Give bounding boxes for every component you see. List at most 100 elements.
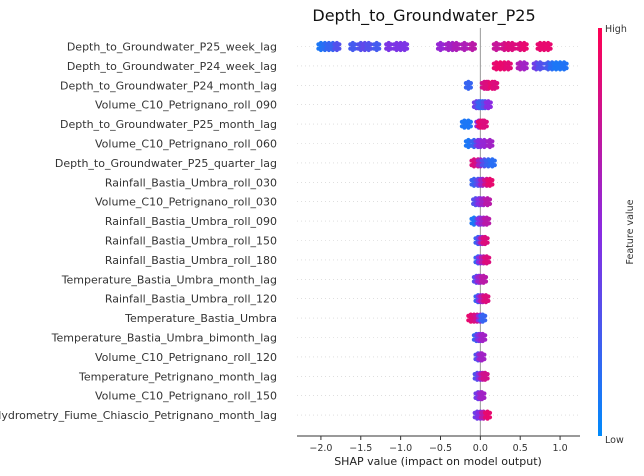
feature-label: Volume_C10_Petrignano_roll_120 — [95, 351, 277, 364]
shap-point — [546, 47, 551, 53]
shap-point — [402, 47, 407, 53]
shap-point — [485, 409, 490, 414]
shap-point — [454, 47, 459, 53]
shap-point — [484, 215, 489, 220]
feature-label: Rainfall_Bastia_Umbra_roll_090 — [105, 215, 277, 228]
shap-point — [484, 261, 489, 266]
shap-point — [485, 196, 490, 201]
feature-label: Temperature_Bastia_Umbra — [124, 312, 277, 325]
shap-point — [484, 254, 489, 259]
shap-point — [470, 47, 475, 53]
shap-point — [484, 222, 489, 227]
feature-label: Volume_C10_Petrignano_roll_150 — [95, 390, 277, 403]
shap-point — [510, 40, 515, 46]
shap-point — [538, 67, 543, 72]
feature-label: Rainfall_Bastia_Umbra_roll_030 — [105, 176, 277, 189]
shap-point — [386, 40, 391, 46]
shap-point — [486, 106, 491, 111]
feature-rows — [297, 46, 580, 416]
feature-label: Volume_C10_Petrignano_roll_060 — [95, 138, 277, 151]
shap-point — [334, 40, 339, 46]
shap-point — [483, 293, 488, 298]
shap-point — [374, 47, 379, 53]
feature-label: Depth_to_Groundwater_P25_quarter_lag — [55, 157, 277, 170]
shap-point — [494, 47, 499, 53]
shap-point — [522, 47, 527, 53]
feature-label: Depth_to_Groundwater_P24_month_lag — [60, 79, 277, 92]
shap-point — [366, 40, 371, 46]
shap-point — [480, 331, 485, 337]
shap-point — [492, 79, 497, 84]
x-tick-label: 0.5 — [513, 443, 528, 454]
chart-title: Depth_to_Groundwater_P25 — [312, 6, 535, 26]
shap-point — [510, 47, 515, 53]
shap-point — [487, 176, 492, 181]
shap-point — [485, 203, 490, 208]
x-tick-label: 0.0 — [473, 443, 488, 454]
shap-point — [480, 312, 485, 317]
feature-label: Hydrometry_Fiume_Chiascio_Petrignano_mon… — [0, 409, 277, 422]
shap-point — [386, 47, 391, 53]
shap-point — [462, 47, 467, 53]
shap-point — [546, 40, 551, 46]
shap-point — [522, 40, 527, 46]
shap-points — [316, 40, 569, 421]
shap-point — [492, 86, 497, 91]
feature-label: Depth_to_Groundwater_P25_week_lag — [67, 41, 277, 54]
shap-point — [374, 40, 379, 46]
shap-point — [483, 234, 488, 240]
feature-label: Rainfall_Bastia_Umbra_roll_120 — [105, 293, 277, 306]
shap-point — [480, 319, 485, 324]
shap-point — [486, 99, 491, 104]
shap-point — [506, 60, 511, 65]
feature-label: Volume_C10_Petrignano_roll_030 — [95, 196, 277, 209]
colorbar-high-label: High — [605, 24, 627, 35]
feature-label: Volume_C10_Petrignano_roll_090 — [95, 99, 277, 112]
feature-label: Depth_to_Groundwater_P25_month_lag — [60, 118, 277, 131]
shap-point — [466, 79, 471, 84]
shap-point — [438, 40, 443, 46]
shap-point — [483, 300, 488, 305]
colorbar-title: Feature value — [625, 199, 636, 264]
shap-point — [480, 338, 485, 344]
shap-point — [482, 125, 487, 130]
shap-point — [487, 183, 492, 188]
shap-point — [350, 40, 355, 46]
shap-point — [479, 358, 484, 363]
x-tick-label: −2.0 — [309, 443, 332, 454]
shap-point — [483, 241, 488, 247]
shap-point — [538, 60, 543, 65]
shap-point — [479, 397, 484, 402]
shap-point — [506, 67, 511, 72]
shap-point — [522, 67, 527, 72]
shap-point — [479, 390, 484, 395]
x-axis-ticks: −2.0 −1.5 −1.0 −0.5 0.0 0.5 1.0 — [309, 436, 568, 454]
feature-labels: Depth_to_Groundwater_P25_week_lag Depth_t… — [0, 41, 277, 423]
x-axis-title: SHAP value (impact on model output) — [334, 455, 542, 468]
shap-point — [366, 47, 371, 53]
feature-label: Temperature_Petrignano_month_lag — [78, 370, 277, 383]
shap-point — [479, 351, 484, 356]
shap-point — [483, 370, 488, 375]
shap-point — [487, 144, 492, 150]
x-tick-label: −1.5 — [349, 443, 372, 454]
feature-label: Depth_to_Groundwater_P24_week_lag — [67, 60, 277, 73]
feature-label: Rainfall_Bastia_Umbra_roll_180 — [105, 254, 277, 267]
shap-point — [494, 40, 499, 46]
shap-point — [487, 137, 492, 143]
shap-point — [470, 40, 475, 46]
shap-point — [562, 67, 567, 72]
shap-point — [490, 164, 495, 169]
colorbar — [598, 28, 602, 436]
shap-point — [482, 118, 487, 123]
x-tick-label: −0.5 — [429, 443, 452, 454]
shap-point — [490, 157, 495, 162]
shap-point — [466, 118, 471, 123]
shap-point — [438, 47, 443, 53]
feature-label: Temperature_Bastia_Umbra_bimonth_lag — [51, 332, 277, 345]
shap-point — [402, 40, 407, 46]
shap-point — [334, 47, 339, 53]
shap-point — [466, 86, 471, 91]
x-tick-label: −1.0 — [389, 443, 412, 454]
